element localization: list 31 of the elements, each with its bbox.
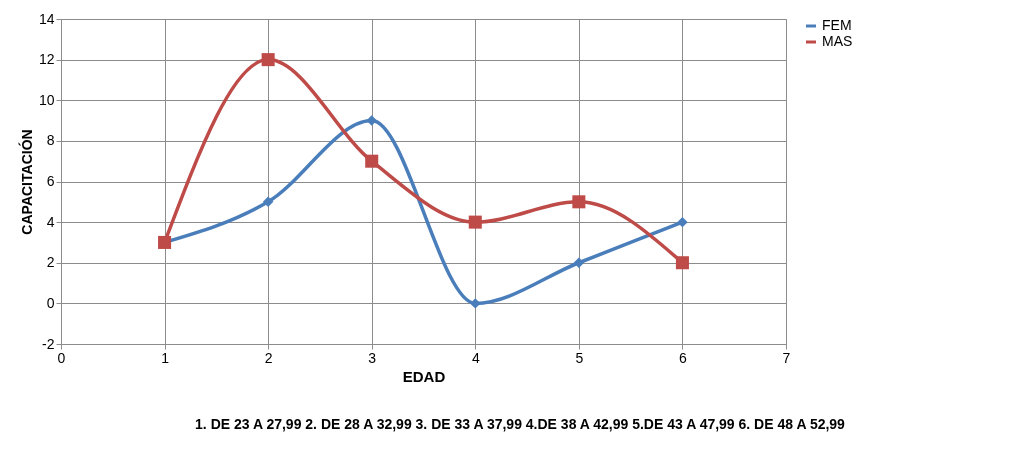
- legend-label: MAS: [822, 33, 853, 49]
- x-tick-label: 7: [782, 349, 791, 366]
- y-tick-label: 8: [46, 132, 55, 149]
- x-axis-title: EDAD: [402, 367, 446, 385]
- point: [261, 53, 275, 67]
- x-tick-label: 3: [368, 349, 377, 366]
- legend-label: FEM: [822, 17, 852, 33]
- point: [262, 196, 274, 208]
- y-axis-title: CAPACITACIÓN: [17, 129, 35, 235]
- point: [365, 154, 379, 168]
- text: 1. DE 23 A 27,99 2. DE 28 A 32,99 3. DE 33 A 37,99 4.DE 38 A 42,99 5.DE 43 A 47,99 6. DE 48 A 52,99: [194, 415, 846, 434]
- y-tick-label: 10: [38, 91, 55, 108]
- point: [366, 115, 377, 126]
- y-tick-label: -2: [42, 335, 55, 352]
- point: [468, 215, 482, 229]
- x-tick-label: 4: [471, 349, 480, 366]
- y-tick-label: 4: [46, 213, 55, 230]
- y-tick-label: 12: [38, 51, 55, 68]
- y-tick-label: 0: [46, 294, 55, 311]
- x-tick-label: 6: [679, 349, 688, 366]
- y-tick-label: 2: [46, 254, 55, 271]
- y-tick-label: 6: [46, 173, 55, 189]
- y-tick-label: 14: [38, 10, 55, 27]
- point: [675, 256, 689, 270]
- x-tick-label: 2: [264, 349, 273, 366]
- point: [573, 257, 585, 268]
- point: [677, 216, 688, 228]
- x-tick-label: 5: [575, 349, 584, 366]
- point: [572, 195, 586, 209]
- x-tick-label: 1: [161, 349, 170, 366]
- x-tick-label: 0: [57, 349, 66, 366]
